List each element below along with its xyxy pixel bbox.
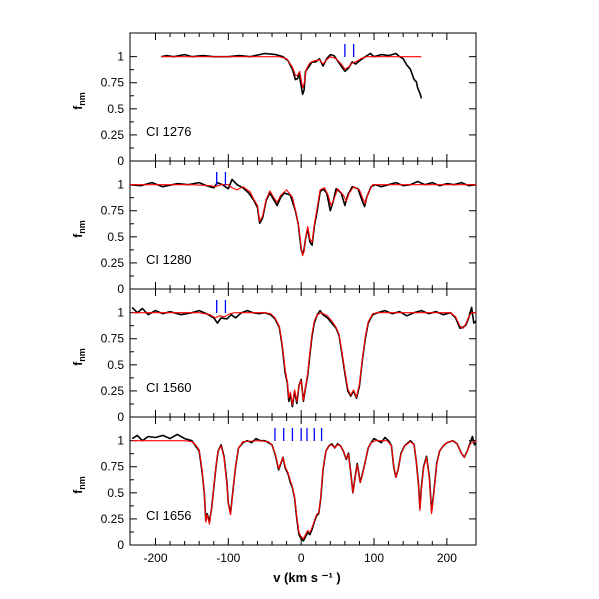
- x-tick-label: 200: [437, 551, 457, 565]
- y-axis-label-sub: nm: [77, 92, 87, 106]
- y-axis-label: fnm: [71, 220, 87, 238]
- y-tick-label: 0.25: [101, 384, 125, 398]
- x-tick-label: -100: [216, 551, 240, 565]
- y-axis-label: fnm: [71, 476, 87, 494]
- y-axis-label-sub: nm: [77, 476, 87, 490]
- panel-1: 0 0.25 0.5 0.75 1 fnm CI 1280: [71, 160, 477, 296]
- y-tick-label: 0.5: [107, 102, 124, 116]
- y-tick-label: 1: [117, 178, 124, 192]
- panel-frame: [129, 32, 477, 162]
- x-axis-label: v (km s ⁻¹ ): [273, 570, 341, 585]
- observed-spectrum: [131, 433, 477, 542]
- y-axis-label-sub: nm: [77, 348, 87, 362]
- panel-2: 0 0.25 0.5 0.75 1 fnm CI 1560: [71, 288, 477, 424]
- x-tick-label: 100: [364, 551, 384, 565]
- y-tick-label: 0.75: [101, 332, 125, 346]
- panel-label: CI 1656: [146, 508, 192, 523]
- y-axis-label: fnm: [71, 348, 87, 366]
- model-fit: [161, 56, 422, 89]
- y-axis-label-main: f: [71, 489, 85, 494]
- y-axis-label-sub: nm: [77, 220, 87, 234]
- y-tick-label: 0.5: [107, 486, 124, 500]
- model-fit: [130, 184, 476, 257]
- panel-label: CI 1280: [146, 252, 192, 267]
- y-tick-label: 1: [117, 50, 124, 64]
- y-tick-label: 0.25: [101, 256, 125, 270]
- model-fit: [132, 440, 477, 540]
- y-tick-label: 0.75: [101, 76, 125, 90]
- y-tick-label: 1: [117, 434, 124, 448]
- y-axis-label-main: f: [71, 105, 85, 110]
- y-tick-label: 0.75: [101, 460, 125, 474]
- x-tick-label: -200: [143, 551, 167, 565]
- model-fit: [132, 312, 476, 406]
- panel-3: 0 0.25 0.5 0.75 1 fnm CI 1656: [71, 416, 477, 552]
- y-tick-label: 1: [117, 306, 124, 320]
- y-axis-label: fnm: [71, 92, 87, 110]
- y-tick-label: 0: [117, 282, 124, 296]
- y-axis-label-main: f: [71, 233, 85, 238]
- y-tick-label: 0: [117, 538, 124, 552]
- panel-label: CI 1560: [146, 380, 192, 395]
- y-tick-label: 0.25: [101, 512, 125, 526]
- y-tick-label: 0: [117, 410, 124, 424]
- panel-0: 0 0.25 0.5 0.75 1 fnm CI 1276: [71, 32, 477, 168]
- y-tick-label: 0.25: [101, 128, 125, 142]
- observed-spectrum: [161, 52, 423, 99]
- y-tick-label: 0: [117, 154, 124, 168]
- panel-label: CI 1276: [146, 124, 192, 139]
- y-tick-label: 0.5: [107, 230, 124, 244]
- observed-spectrum: [129, 178, 477, 256]
- y-tick-label: 0.5: [107, 358, 124, 372]
- panel-frame: [129, 160, 477, 290]
- y-tick-label: 0.75: [101, 204, 125, 218]
- x-tick-label: 0: [298, 551, 305, 565]
- panel-frame: [129, 416, 477, 546]
- y-axis-label-main: f: [71, 361, 85, 366]
